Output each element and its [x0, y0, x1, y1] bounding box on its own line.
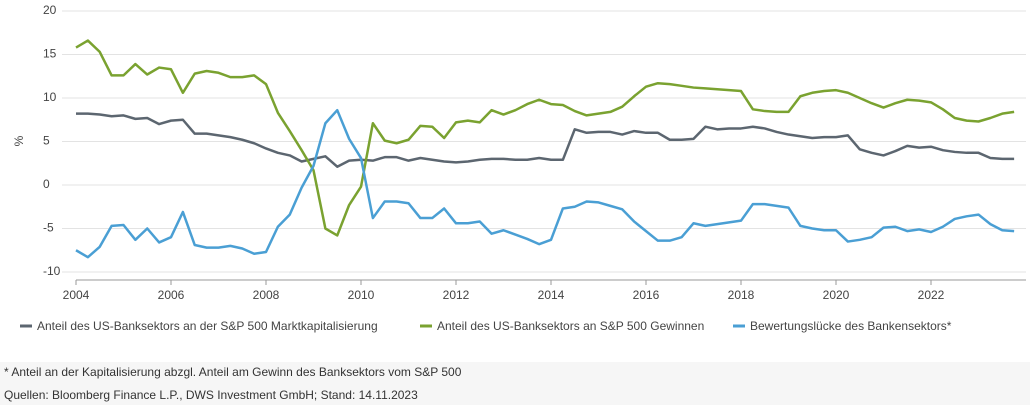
series-line [76, 112, 1015, 168]
x-tick-label: 2008 [253, 288, 280, 302]
y-axis-label: % [12, 135, 26, 146]
y-tick-label: -5 [43, 221, 54, 235]
series-line [75, 39, 1015, 237]
x-tick-label: 2022 [918, 288, 945, 302]
y-tick-label: -10 [43, 264, 61, 278]
source: Quellen: Bloomberg Finance L.P., DWS Inv… [4, 388, 418, 402]
y-tick-label: 0 [43, 177, 50, 191]
y-tick-label: 5 [43, 134, 50, 148]
x-tick-label: 2004 [63, 288, 90, 302]
x-tick-label: 2010 [348, 288, 375, 302]
x-tick-label: 2012 [443, 288, 470, 302]
x-tick-label: 2014 [538, 288, 565, 302]
legend-label: Anteil des US-Banksektors an S&P 500 Gew… [437, 319, 704, 333]
x-tick-label: 2006 [158, 288, 185, 302]
footer: * Anteil an der Kapitalisierung abzgl. A… [0, 362, 1030, 405]
chart: % -10 -5 0 5 10 15 20 2004 2006 2008 2010 2012 2014 2… [12, 3, 1026, 333]
x-tick-label: 2018 [728, 288, 755, 302]
series-line [75, 108, 1015, 259]
x-tick-label: 2016 [633, 288, 660, 302]
x-tick-label: 2020 [823, 288, 850, 302]
footnote: * Anteil an der Kapitalisierung abzgl. A… [4, 365, 462, 379]
y-tick-label: 15 [43, 47, 57, 61]
legend-label: Bewertungslücke des Bankensektors* [750, 319, 952, 333]
y-tick-label: 20 [43, 3, 57, 17]
y-tick-label: 10 [43, 90, 57, 104]
legend-label: Anteil des US-Banksektors an der S&P 500… [37, 319, 378, 333]
